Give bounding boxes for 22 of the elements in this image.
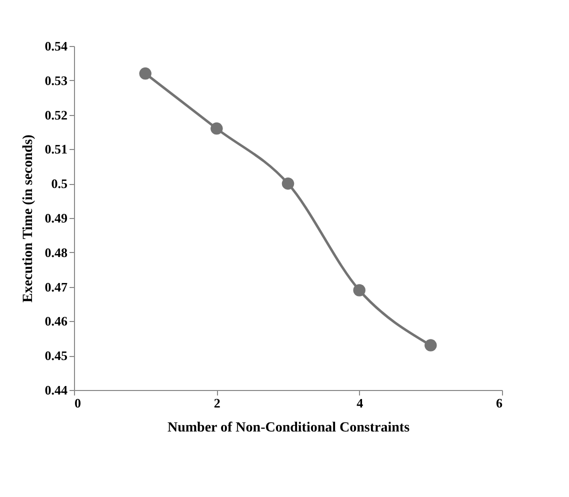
y-tick-label: 0.47	[44, 279, 68, 294]
y-axis-title: Execution Time (in seconds)	[20, 134, 36, 302]
x-tick-label: 4	[356, 396, 364, 410]
point	[139, 67, 152, 80]
x-axis-title: Number of Non-Conditional Constraints	[167, 420, 410, 436]
y-tick-label: 0.51	[44, 142, 68, 157]
point	[210, 122, 223, 135]
x-tick-label: 6	[496, 396, 503, 410]
y-tick-label: 0.45	[44, 348, 68, 364]
y-tick-label: 0.44	[44, 382, 68, 398]
point	[282, 177, 294, 190]
y-tick-label: 0.52	[44, 107, 68, 122]
y-tick-label: 0.54	[44, 38, 68, 54]
point	[424, 339, 437, 352]
y-tick-label: 0.5	[51, 176, 68, 192]
point	[353, 284, 366, 296]
y-tick-label: 0.49	[44, 210, 68, 226]
x-tick-label: 2	[214, 396, 220, 410]
y-tick-label: 0.48	[44, 244, 68, 260]
y-tick-label: 0.53	[44, 72, 68, 88]
x-tick-label: 0	[74, 396, 81, 410]
y-tick-label: 0.46	[44, 314, 68, 329]
